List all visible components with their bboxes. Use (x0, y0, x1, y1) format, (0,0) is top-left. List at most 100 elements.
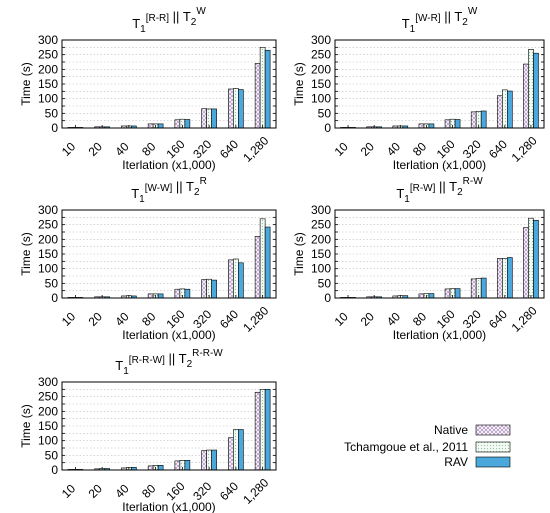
x-tick-label: 40 (384, 309, 404, 329)
chart-title: T1[R-R-W] || T2R-R-W (115, 348, 223, 377)
title-superscript: [W-W] (145, 183, 173, 194)
y-tick-label: 250 (38, 218, 58, 232)
bar-tcham (233, 429, 239, 471)
y-tick-label: 200 (38, 62, 58, 76)
bar-rav (264, 49, 271, 129)
bar-rav (264, 389, 271, 471)
y-tick-label: 0 (51, 291, 58, 305)
title-text: || (435, 179, 449, 194)
x-tick-label: 20 (358, 139, 378, 159)
title-subscript: 2 (457, 187, 463, 198)
x-tick-label: 20 (86, 139, 106, 159)
y-tick-label: 0 (51, 121, 58, 135)
title-superscript: [R-W] (410, 183, 436, 194)
bar-native (201, 108, 207, 129)
bar-rav (428, 123, 435, 129)
y-tick-label: 50 (318, 106, 332, 120)
x-tick-label: 10 (59, 139, 79, 159)
x-tick-label: 20 (86, 309, 106, 329)
bar-native (147, 465, 154, 471)
title-subscript: 1 (123, 366, 129, 377)
bar-rav (507, 257, 513, 299)
y-tick-label: 150 (311, 77, 331, 91)
bar-rav (238, 429, 244, 471)
bar-rav (480, 110, 487, 129)
bar-native (444, 119, 451, 129)
x-axis-label: Iterlation (x1,000) (122, 500, 215, 513)
bar-native (418, 293, 425, 299)
y-tick-label: 300 (311, 33, 331, 47)
y-tick-label: 300 (38, 203, 58, 217)
bar-native (418, 123, 425, 129)
plot-frame (61, 209, 277, 299)
bar-rav (454, 288, 461, 299)
title-subscript: 1 (139, 194, 145, 205)
chart-title: T1[R-R] || T2W (132, 6, 206, 35)
legend-swatch-tcham (475, 441, 511, 453)
x-tick-label: 20 (358, 309, 378, 329)
bar-native (201, 450, 207, 471)
bar-native (147, 123, 154, 129)
bar-rav (428, 293, 435, 299)
title-superscript: R-R-W (192, 348, 223, 359)
bar-native (201, 279, 207, 299)
x-tick-label: 80 (139, 139, 159, 159)
chart-title: T1[W-R] || T2W (402, 6, 478, 35)
bar-native (228, 437, 234, 471)
y-tick-label: 250 (311, 218, 331, 232)
x-axis-label: Iterlation (x1,000) (393, 158, 486, 172)
bar-tcham (259, 218, 266, 299)
plot-frame (61, 39, 277, 129)
bar-rav (480, 277, 487, 299)
y-tick-label: 300 (38, 33, 58, 47)
y-tick-label: 50 (45, 276, 59, 290)
bar-native (497, 258, 503, 299)
y-tick-label: 50 (45, 448, 59, 462)
title-superscript: R-W (463, 176, 484, 187)
title-superscript: [R-R-W] (129, 355, 165, 366)
y-tick-label: 100 (38, 434, 58, 448)
y-tick-label: 100 (38, 92, 58, 106)
x-tick-label: 80 (410, 309, 430, 329)
title-subscript: 2 (462, 17, 468, 28)
bar-native (254, 63, 261, 129)
x-axis-label: Iterlation (x1,000) (122, 158, 215, 172)
bar-rav (211, 279, 217, 299)
y-tick-label: 0 (324, 121, 331, 135)
bar-rav (157, 293, 164, 299)
title-subscript: 2 (187, 359, 193, 370)
title-text: T (402, 16, 410, 31)
legend-swatch-rav (475, 456, 511, 468)
title-superscript: R (200, 176, 207, 187)
y-tick-label: 150 (311, 247, 331, 261)
title-superscript: W (196, 6, 206, 17)
y-tick-label: 100 (311, 92, 331, 106)
title-superscript: W (468, 6, 478, 17)
x-tick-label: 1,280 (509, 303, 540, 334)
legend-label: Native (434, 423, 468, 437)
x-tick-label: 1,280 (240, 475, 271, 506)
bar-native (174, 460, 181, 471)
title-superscript: [R-R] (146, 13, 170, 24)
x-tick-label: 10 (59, 481, 79, 501)
x-tick-label: 80 (139, 309, 159, 329)
title-text: T (183, 9, 191, 24)
title-subscript: 2 (194, 187, 200, 198)
bar-rav (533, 219, 539, 299)
bar-native (174, 119, 181, 129)
bar-rav (184, 119, 191, 129)
bar-native (254, 236, 261, 299)
bar-native (444, 288, 451, 299)
y-tick-label: 150 (38, 419, 58, 433)
x-tick-label: 640 (217, 479, 241, 503)
bar-native (228, 259, 234, 299)
bar-native (523, 63, 529, 129)
title-text: T (449, 179, 457, 194)
bar-rav (184, 460, 191, 471)
bar-rav (507, 90, 513, 129)
bar-rav (157, 465, 164, 471)
